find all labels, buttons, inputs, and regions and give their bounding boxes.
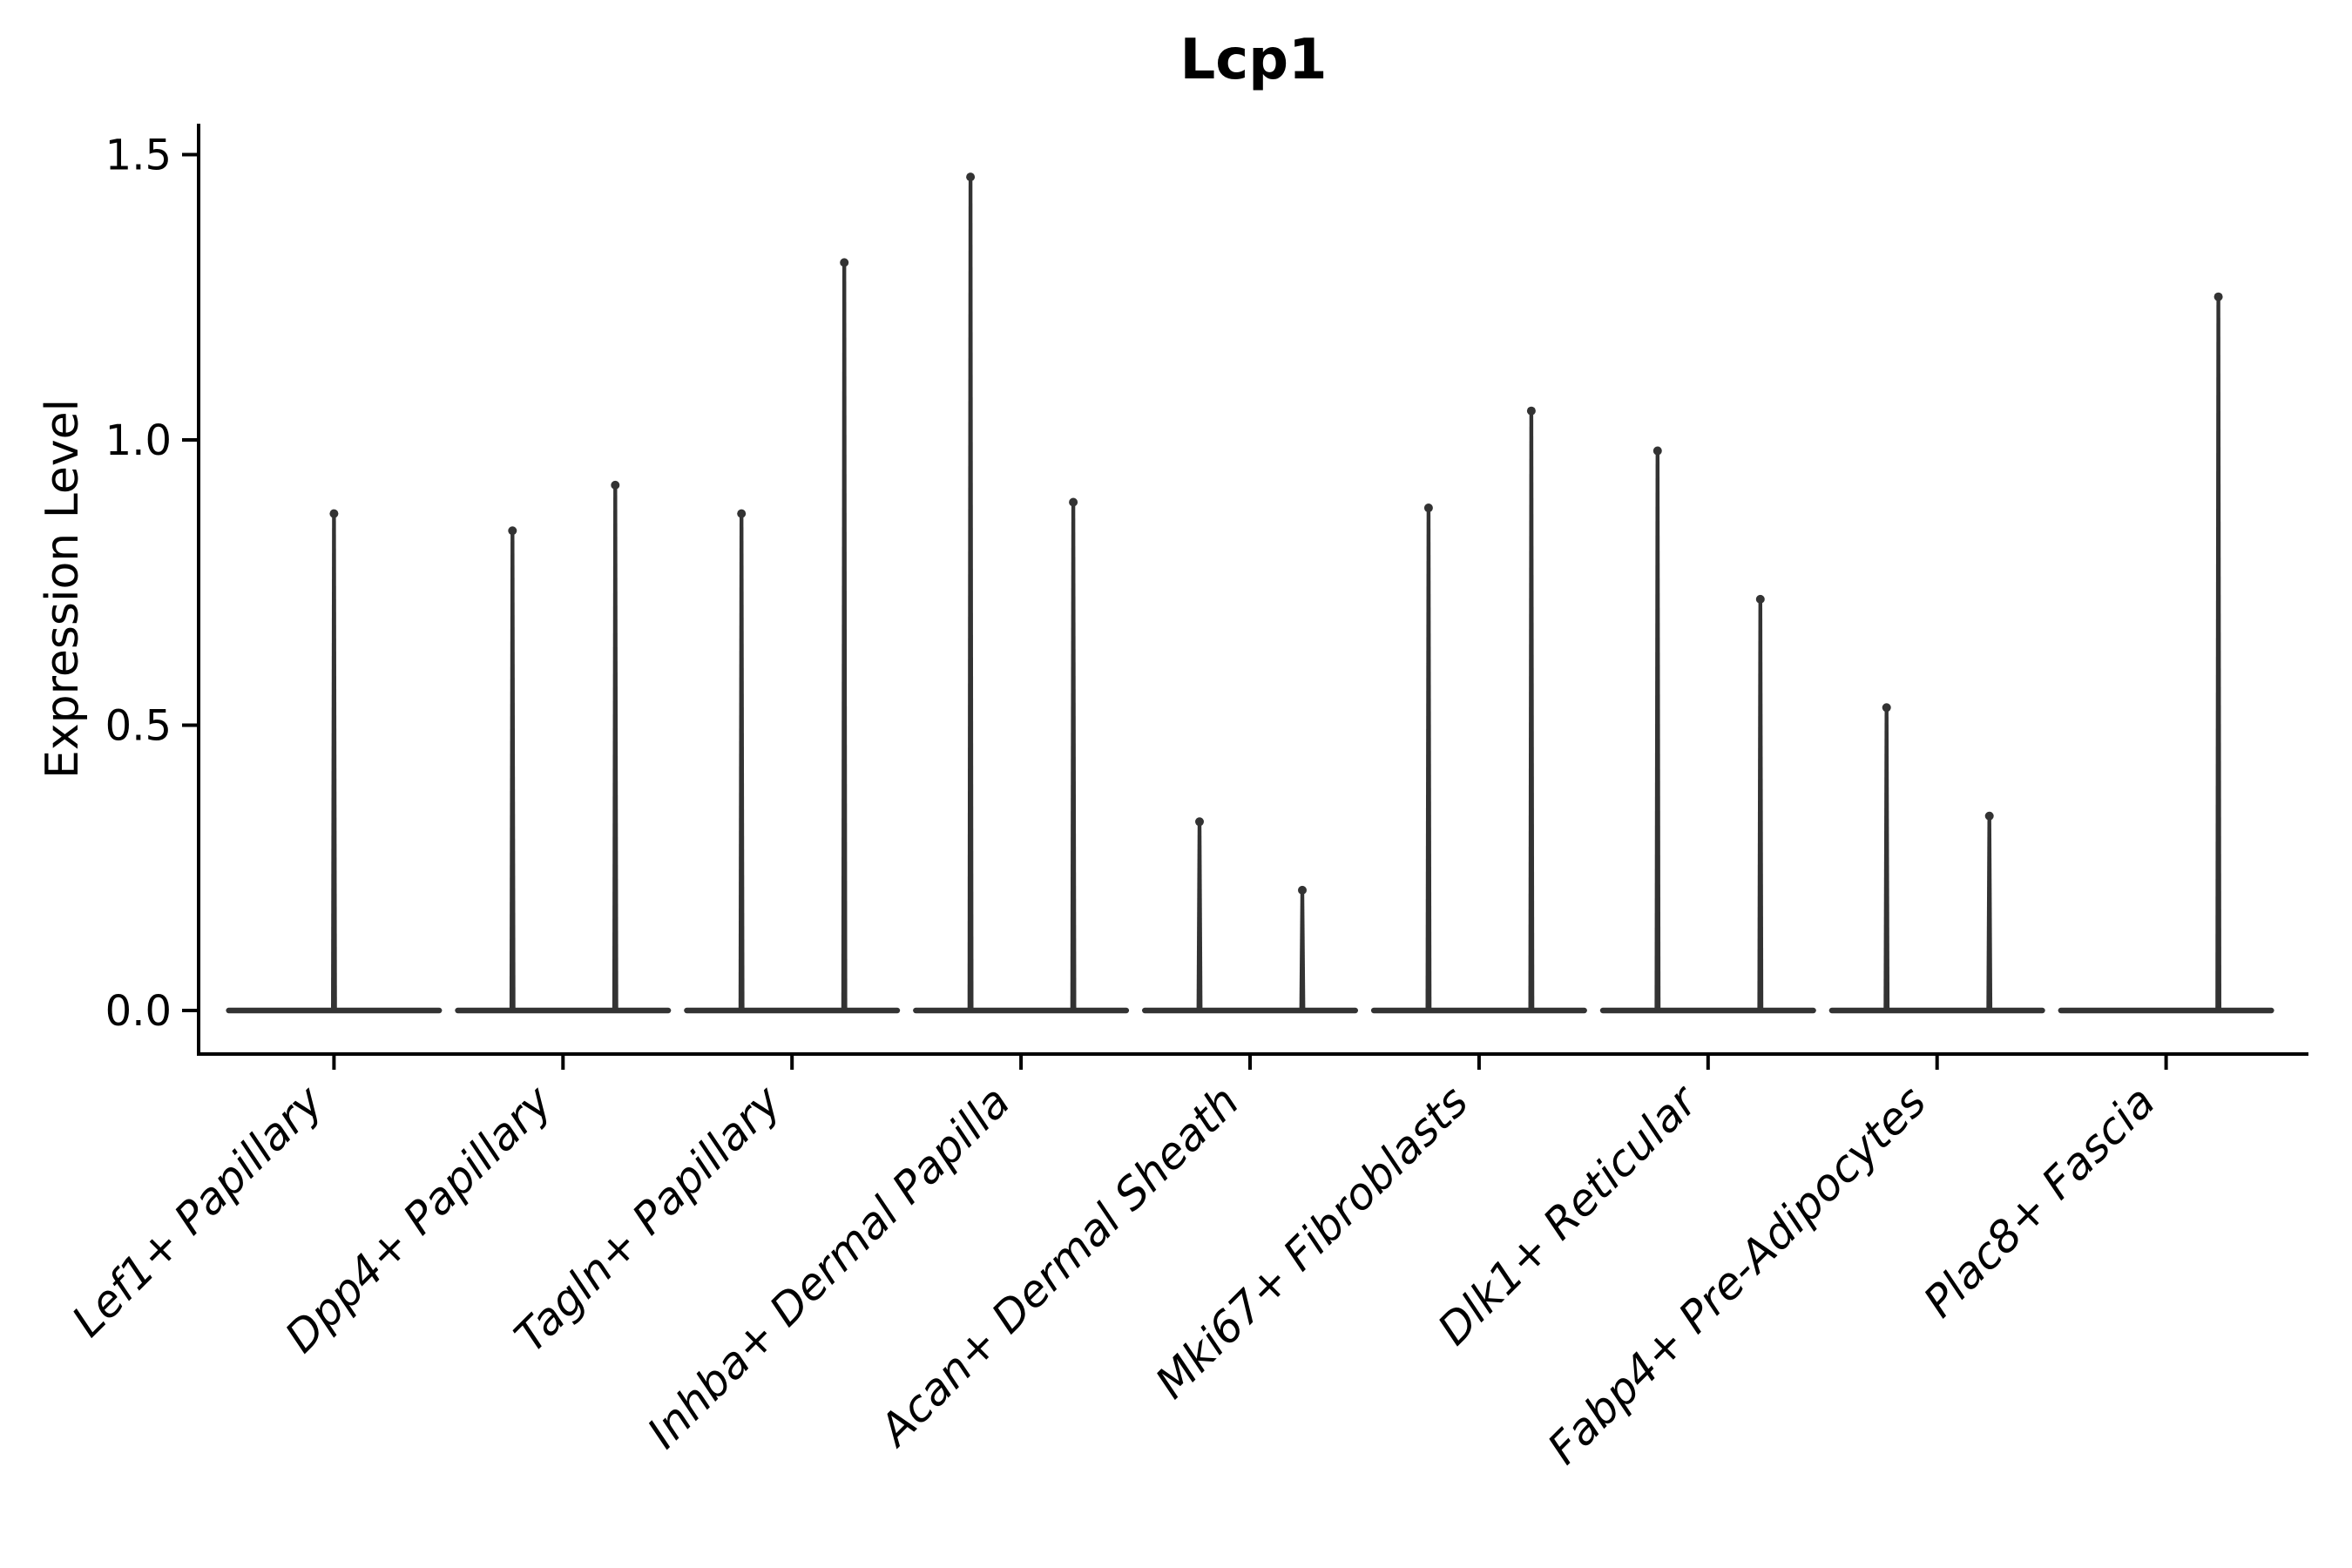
violin-spike [1757,602,1764,1010]
violin-spike-tip [2213,292,2223,301]
violin-spike [612,488,618,1010]
y-tick-label: 0.0 [105,987,172,1036]
violin-spike-tip [1984,811,1994,821]
y-tick-label: 0.5 [105,702,172,751]
violin-zero-body [1599,1007,1816,1014]
violin-zero-body [1142,1007,1358,1014]
violin-spike-tip [611,480,620,490]
x-tick-mark [332,1054,336,1070]
violin-spike [2215,300,2221,1010]
x-tick-mark [1248,1054,1252,1070]
x-tick-mark [1477,1054,1481,1070]
x-tick-label: Inhba+ Dermal Papilla [638,1076,1019,1457]
violin-spike [841,266,848,1010]
violin-spike [1299,893,1306,1010]
x-tick-label: Lef1+ Papillary [63,1075,334,1346]
violin-spike [738,517,745,1010]
violin-zero-body [1828,1007,2045,1014]
violin-spike [967,180,974,1010]
violin-spike [1196,825,1203,1010]
violin-spike [1986,819,1993,1010]
violin-spike-tip [737,509,747,518]
y-tick-mark [182,1009,197,1012]
violin-zero-body [684,1007,901,1014]
violin-spike-tip [1882,703,1891,713]
violin-spike-tip [1069,497,1078,507]
violin-spike-tip [840,258,849,267]
x-tick-mark [2164,1054,2168,1070]
violin-spike-tip [1652,446,1662,456]
x-tick-mark [790,1054,794,1070]
violin-zero-body [1370,1007,1587,1014]
violin-spike [1070,505,1077,1010]
y-tick-label: 1.5 [105,132,172,180]
violin-spike-tip [1298,885,1307,895]
violin-zero-body [2058,1007,2274,1014]
y-axis-spine [197,124,200,1054]
violin-spike-tip [1195,817,1204,827]
violin-spike-tip [329,509,339,518]
plot-title: Lcp1 [1179,28,1328,92]
y-tick-mark [182,438,197,442]
x-tick-mark [561,1054,565,1070]
violin-spike-tip [508,526,517,536]
x-tick-mark [1706,1054,1710,1070]
violin-spike-tip [966,172,976,182]
x-axis-spine [197,1052,2308,1056]
violin-spike-tip [1526,406,1536,416]
violin-zero-body [455,1007,672,1014]
violin-spike-tip [1755,594,1765,604]
violin-spike [1654,454,1661,1010]
x-tick-label: Fabp4+ Pre-Adipocytes [1538,1076,1936,1474]
violin-spike-tip [1423,504,1433,513]
x-tick-mark [1019,1054,1024,1070]
violin-spike [1528,414,1535,1010]
x-tick-label: Acan+ Dermal Sheath [868,1076,1249,1456]
violin-spike [509,534,516,1010]
violin-spike [1883,711,1890,1010]
y-tick-mark [182,152,197,157]
x-tick-mark [1935,1054,1939,1070]
violin-spike [331,517,337,1010]
violin-spike [1425,511,1432,1010]
x-tick-label: Plac8+ Fascia [1914,1076,2165,1327]
y-tick-label: 1.0 [105,416,172,465]
violin-zero-body [913,1007,1130,1014]
y-tick-mark [182,723,197,727]
